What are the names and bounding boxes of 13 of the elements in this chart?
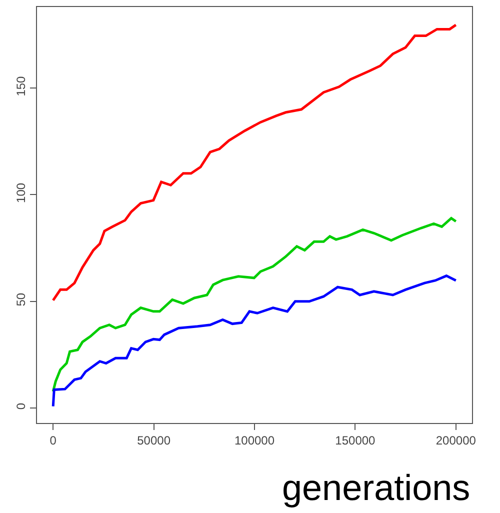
x-tick-label: 150000	[335, 433, 376, 448]
x-tick-label: 0	[50, 433, 57, 448]
line-series	[52, 216, 458, 393]
y-tick-label: 50	[14, 292, 28, 306]
x-tick-label: 200000	[436, 433, 476, 448]
y-tick-label: 150	[14, 76, 28, 96]
y-tick-label: 0	[14, 402, 28, 410]
x-tick-label: 50000	[137, 433, 171, 448]
x-axis-title: generations	[282, 467, 470, 508]
y-tick-label: 100	[14, 182, 28, 203]
line-series	[52, 24, 458, 302]
line-series	[52, 274, 458, 408]
x-tick-label: 100000	[234, 433, 275, 448]
